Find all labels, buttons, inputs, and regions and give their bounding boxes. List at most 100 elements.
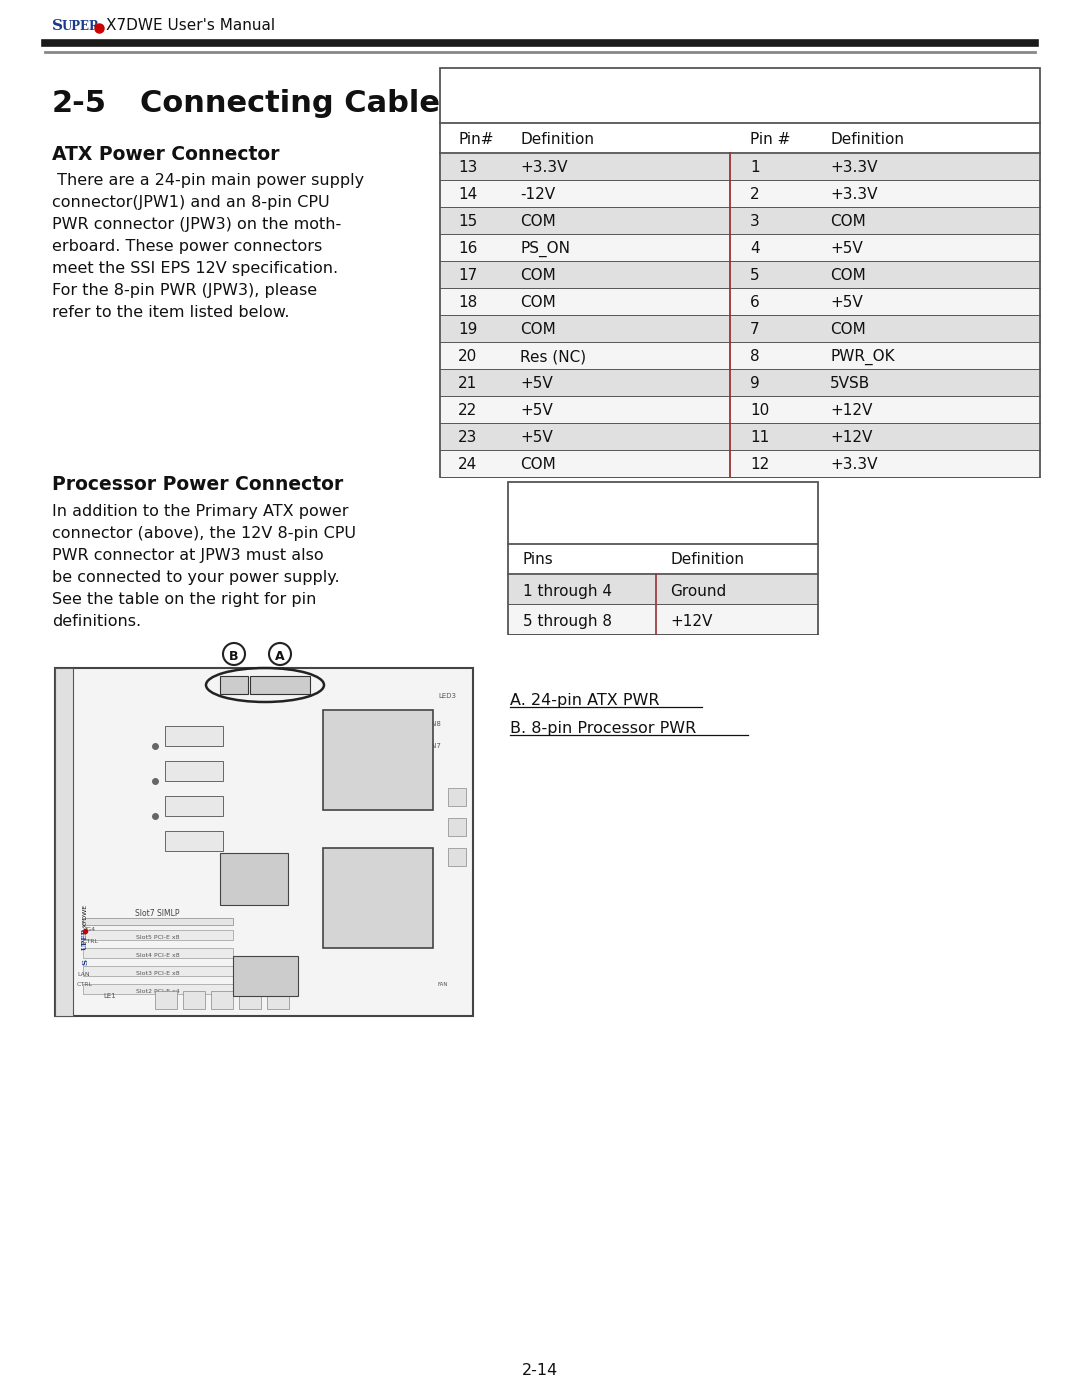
Bar <box>220 854 288 905</box>
Bar <box>211 990 233 1009</box>
Text: South Bridge: South Bridge <box>238 979 293 988</box>
Text: connector(JPW1) and an 8-pin CPU: connector(JPW1) and an 8-pin CPU <box>52 196 329 210</box>
Text: B. 8-pin Processor PWR: B. 8-pin Processor PWR <box>510 721 697 736</box>
Text: B: B <box>229 650 239 664</box>
Bar <box>183 990 205 1009</box>
Text: 6: 6 <box>750 295 759 310</box>
Bar <box>156 990 177 1009</box>
Bar <box>165 796 222 816</box>
Text: +3.3V: +3.3V <box>831 187 877 203</box>
Text: Definition: Definition <box>519 131 594 147</box>
Bar <box>441 68 1039 123</box>
Text: 19: 19 <box>458 321 477 337</box>
Bar <box>323 710 433 810</box>
Text: COM: COM <box>519 214 556 229</box>
Text: 10: 10 <box>750 402 769 418</box>
Text: FAN: FAN <box>438 982 448 988</box>
Text: S: S <box>81 958 89 965</box>
Text: UPER: UPER <box>81 928 89 950</box>
Text: LAN: LAN <box>77 972 90 977</box>
Text: ATX Power Connector: ATX Power Connector <box>52 145 280 163</box>
Bar <box>165 761 222 781</box>
Text: PWR connector at JPW3 must also: PWR connector at JPW3 must also <box>52 548 324 563</box>
Text: Pin #: Pin # <box>750 131 791 147</box>
Text: S: S <box>52 20 63 34</box>
Text: 18: 18 <box>458 295 477 310</box>
Text: 11: 11 <box>750 430 769 446</box>
Text: UPER: UPER <box>62 20 99 34</box>
Bar <box>448 848 465 866</box>
Bar <box>323 848 433 949</box>
Text: Definition: Definition <box>670 552 744 567</box>
Text: CPU1: CPU1 <box>362 754 394 768</box>
Text: LE1: LE1 <box>103 993 116 999</box>
Bar <box>233 956 298 996</box>
Text: Slot3 PCI-E x8: Slot3 PCI-E x8 <box>136 971 179 977</box>
Text: North Bridge: North Bridge <box>227 886 281 895</box>
Bar <box>165 831 222 851</box>
Text: PS_ON: PS_ON <box>519 242 570 257</box>
Bar <box>83 930 233 940</box>
Bar <box>83 949 233 958</box>
Text: 2: 2 <box>750 187 759 203</box>
Bar <box>441 370 1039 395</box>
Text: LED3: LED3 <box>438 693 456 698</box>
Bar <box>441 397 1039 423</box>
Text: +3.3V: +3.3V <box>831 457 877 472</box>
Text: 17: 17 <box>458 268 477 284</box>
Text: Slot7 SIMLP: Slot7 SIMLP <box>135 909 179 918</box>
Bar <box>509 576 816 604</box>
Text: nector: nector <box>636 504 690 520</box>
Text: 8: 8 <box>750 349 759 365</box>
Text: FAN7: FAN7 <box>423 743 441 749</box>
Bar <box>55 668 73 1016</box>
Text: COM: COM <box>519 295 556 310</box>
Text: erboard. These power connectors: erboard. These power connectors <box>52 239 322 254</box>
Bar <box>448 819 465 835</box>
Text: Slot4 PCI-E x8: Slot4 PCI-E x8 <box>136 953 179 958</box>
Text: +5V: +5V <box>519 430 553 446</box>
Text: be connected to your power supply.: be connected to your power supply. <box>52 570 339 585</box>
Text: 1 through 4: 1 through 4 <box>523 584 612 599</box>
Bar <box>441 154 1039 180</box>
Text: 5VSB: 5VSB <box>831 376 870 391</box>
Text: X7DWE User's Manual: X7DWE User's Manual <box>106 18 275 34</box>
Text: 22: 22 <box>458 402 477 418</box>
Text: Pins: Pins <box>523 552 554 567</box>
Bar <box>509 605 816 634</box>
Text: Res (NC): Res (NC) <box>519 349 586 365</box>
Text: CTRL: CTRL <box>77 982 93 988</box>
Bar <box>55 668 473 1016</box>
Bar <box>441 263 1039 288</box>
Text: CTRL: CTRL <box>83 939 99 944</box>
Text: 13: 13 <box>458 161 477 175</box>
Bar <box>239 990 261 1009</box>
Text: Pin Definitions: Pin Definitions <box>603 521 724 536</box>
Text: 23: 23 <box>458 430 477 446</box>
Bar <box>441 182 1039 207</box>
Bar <box>441 425 1039 450</box>
Bar <box>441 451 1039 476</box>
Text: See the table on the right for pin: See the table on the right for pin <box>52 592 316 608</box>
Text: 4: 4 <box>750 242 759 256</box>
Bar <box>83 965 233 977</box>
Text: Connecting Cables: Connecting Cables <box>140 89 458 117</box>
Bar <box>509 483 816 543</box>
Bar <box>508 482 818 634</box>
Bar <box>83 983 233 995</box>
Text: Intel 5400: Intel 5400 <box>233 872 275 882</box>
Text: DIMM1A: DIMM1A <box>178 840 210 848</box>
Text: PWR connector (JPW3) on the moth-: PWR connector (JPW3) on the moth- <box>52 217 341 232</box>
Text: 21: 21 <box>458 376 477 391</box>
Text: 9: 9 <box>750 376 759 391</box>
Text: +5V: +5V <box>831 295 863 310</box>
Text: +3.3V: +3.3V <box>831 161 877 175</box>
Text: A. 24-pin ATX PWR: A. 24-pin ATX PWR <box>510 693 660 708</box>
Bar <box>441 344 1039 369</box>
Text: Pin Definitions: Pin Definitions <box>672 94 809 112</box>
Text: Intel ESB2: Intel ESB2 <box>243 967 286 977</box>
Text: +5V: +5V <box>831 242 863 256</box>
Text: DIMM2B: DIMM2B <box>178 733 210 743</box>
Bar <box>165 726 222 746</box>
Bar <box>441 316 1039 342</box>
